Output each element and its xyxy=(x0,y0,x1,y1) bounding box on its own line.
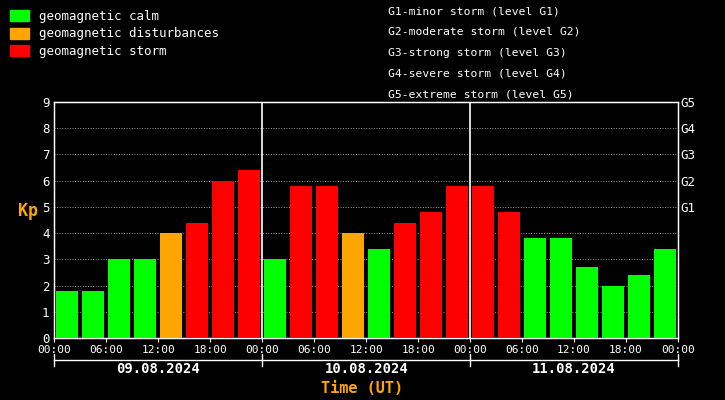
Bar xyxy=(316,186,338,338)
Bar xyxy=(264,259,286,338)
Bar xyxy=(290,186,312,338)
Bar xyxy=(160,233,182,338)
Bar xyxy=(524,238,546,338)
Text: G5-extreme storm (level G5): G5-extreme storm (level G5) xyxy=(388,89,573,99)
Bar xyxy=(446,186,468,338)
Text: G3-strong storm (level G3): G3-strong storm (level G3) xyxy=(388,48,567,58)
Text: 11.08.2024: 11.08.2024 xyxy=(532,362,616,376)
Text: G2-moderate storm (level G2): G2-moderate storm (level G2) xyxy=(388,27,581,37)
Bar xyxy=(550,238,572,338)
Bar xyxy=(342,233,364,338)
Y-axis label: Kp: Kp xyxy=(18,202,38,220)
Bar xyxy=(576,267,598,338)
Bar xyxy=(83,291,104,338)
Text: 09.08.2024: 09.08.2024 xyxy=(117,362,200,376)
Bar xyxy=(108,259,130,338)
Bar xyxy=(394,223,416,338)
Bar xyxy=(186,223,208,338)
Bar xyxy=(628,275,650,338)
Text: 10.08.2024: 10.08.2024 xyxy=(324,362,408,376)
Bar xyxy=(472,186,494,338)
Text: G1-minor storm (level G1): G1-minor storm (level G1) xyxy=(388,6,560,16)
Bar xyxy=(602,286,624,338)
Text: G4-severe storm (level G4): G4-severe storm (level G4) xyxy=(388,68,567,78)
Text: Time (UT): Time (UT) xyxy=(321,381,404,396)
Bar xyxy=(368,249,390,338)
Bar xyxy=(498,212,520,338)
Bar xyxy=(239,170,260,338)
Bar xyxy=(134,259,157,338)
Legend: geomagnetic calm, geomagnetic disturbances, geomagnetic storm: geomagnetic calm, geomagnetic disturbanc… xyxy=(7,6,223,62)
Bar xyxy=(57,291,78,338)
Bar xyxy=(654,249,676,338)
Bar xyxy=(212,181,234,338)
Bar xyxy=(420,212,442,338)
